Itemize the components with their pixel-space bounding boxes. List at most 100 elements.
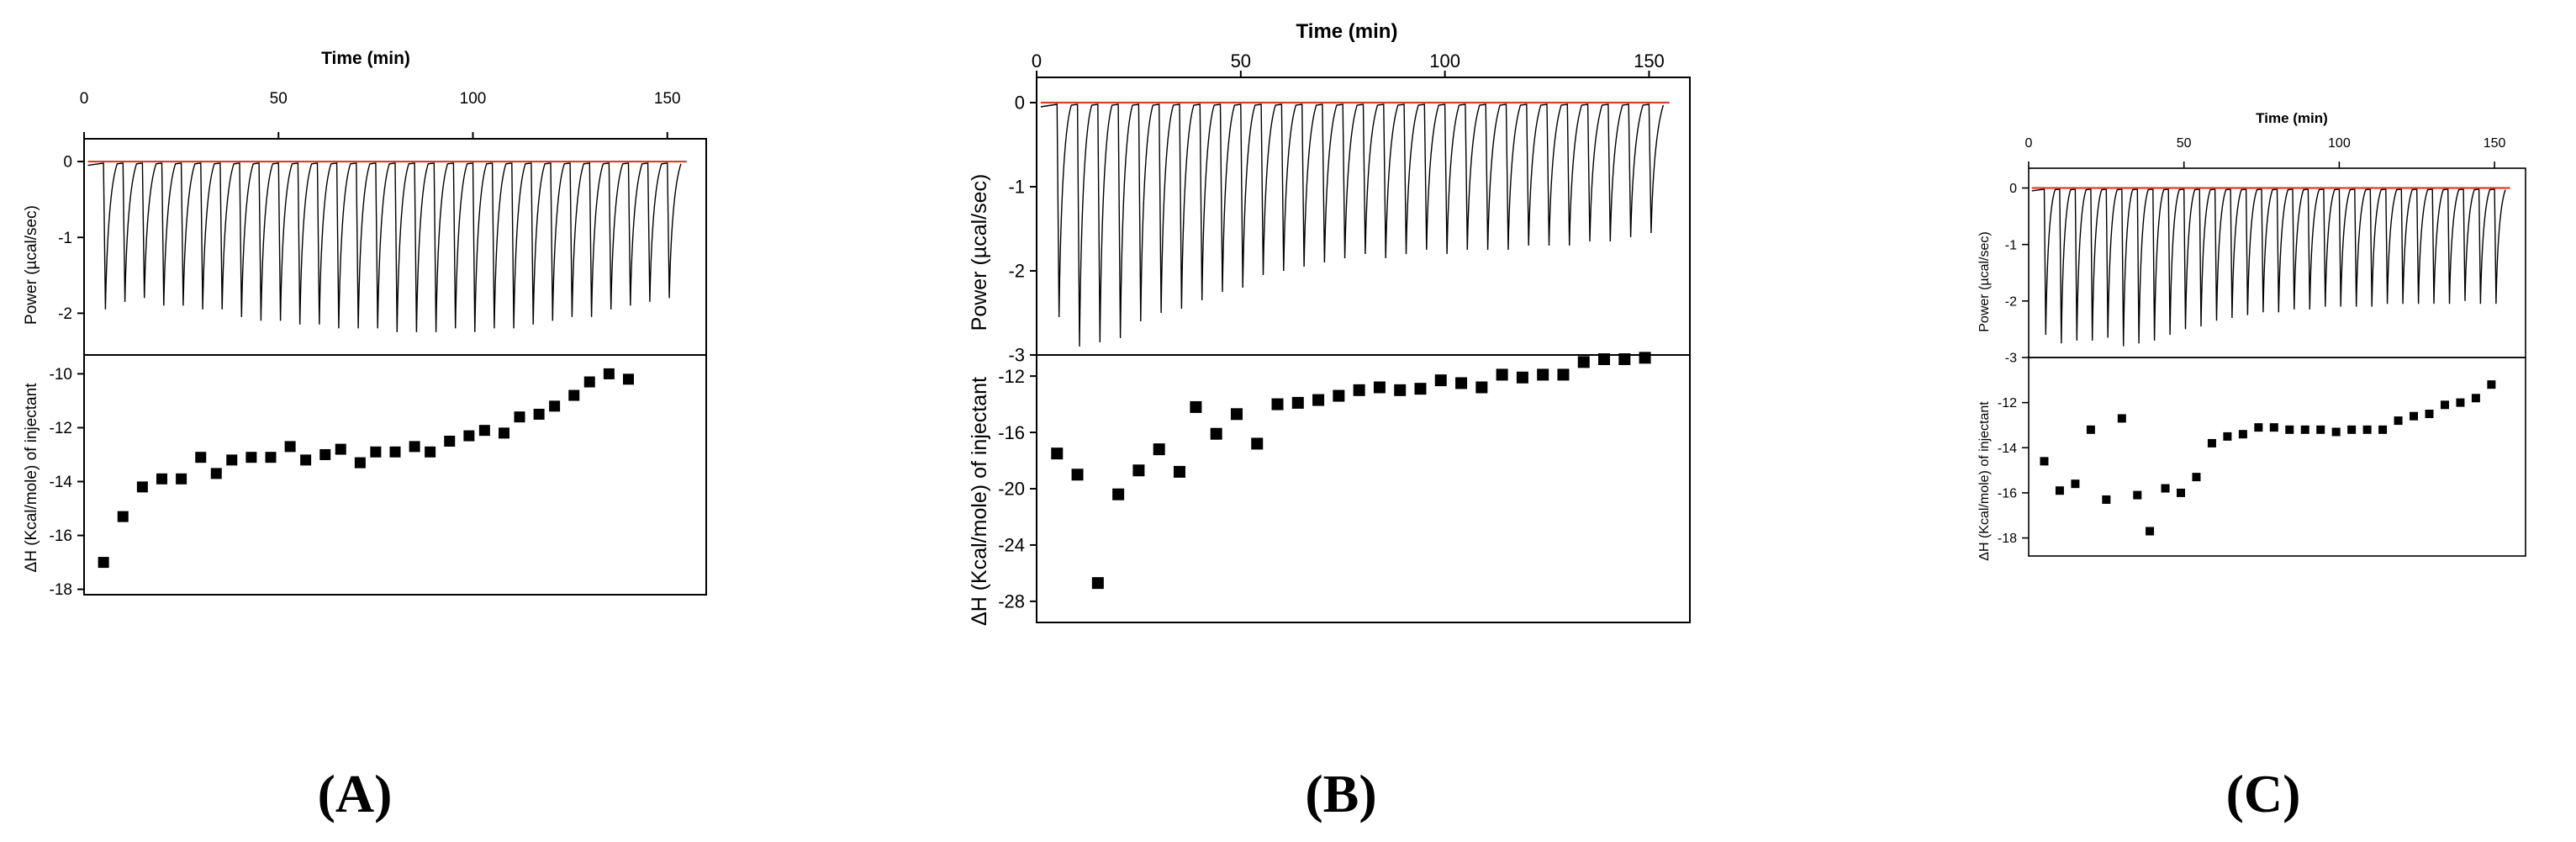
bottom-y-tick-label: -14 [50, 474, 73, 491]
enthalpy-point [409, 441, 420, 453]
x-tick-label: 150 [2484, 136, 2506, 151]
enthalpy-point [2440, 400, 2449, 410]
power-trace [1040, 103, 1665, 347]
enthalpy-point [1230, 408, 1243, 421]
x-tick-label: 0 [80, 90, 89, 108]
bottom-y-axis-label: ΔH (Kcal/mole) of injectant [968, 377, 991, 626]
enthalpy-point [463, 430, 475, 442]
x-tick-label: 100 [1429, 50, 1460, 71]
enthalpy-point [1537, 368, 1549, 381]
enthalpy-point [210, 468, 222, 479]
enthalpy-point [2254, 423, 2263, 432]
enthalpy-point [2487, 380, 2496, 389]
enthalpy-point [2040, 457, 2049, 466]
enthalpy-point [1112, 488, 1125, 500]
bottom-y-tick-label: -12 [50, 420, 72, 437]
enthalpy-point [2176, 488, 2185, 497]
enthalpy-point [425, 446, 436, 458]
enthalpy-point [2378, 425, 2388, 434]
enthalpy-point [2071, 479, 2080, 489]
bottom-y-tick-label: -20 [998, 479, 1025, 500]
enthalpy-point [2223, 432, 2232, 441]
top-y-tick-label: 0 [1015, 93, 1025, 114]
x-axis-title: Time (min) [1296, 20, 1398, 43]
enthalpy-point [499, 427, 509, 439]
enthalpy-point [1210, 427, 1222, 440]
enthalpy-point [2300, 425, 2309, 434]
x-tick-label: 50 [270, 90, 288, 108]
top-y-tick-label: -1 [1008, 177, 1025, 198]
panel-a: Time (min) Power (µcal/sec) ΔH (Kcal/mol… [23, 49, 707, 823]
enthalpy-point [2347, 425, 2357, 434]
top-y-axis-label: Power (µcal/sec) [968, 174, 991, 331]
enthalpy-point [444, 435, 456, 447]
enthalpy-point [2285, 425, 2294, 434]
enthalpy-point [284, 441, 296, 453]
enthalpy-point [1132, 464, 1145, 477]
enthalpy-point [319, 448, 331, 460]
top-y-tick-label: -1 [58, 230, 72, 247]
top-y-tick-label: 0 [2009, 182, 2017, 196]
enthalpy-point [623, 373, 634, 385]
enthalpy-point [2055, 486, 2064, 495]
enthalpy-point [1577, 356, 1590, 368]
enthalpy-point [583, 376, 595, 388]
panel-label: (C) [2226, 764, 2301, 823]
enthalpy-point [2331, 427, 2341, 437]
power-trace [2031, 188, 2506, 347]
enthalpy-point [117, 511, 129, 522]
enthalpy-point [549, 400, 561, 412]
bottom-y-tick-label: -12 [1998, 396, 2017, 410]
bottom-y-tick-label: -16 [998, 422, 1025, 443]
enthalpy-point [1051, 447, 1064, 460]
x-tick-label: 150 [1634, 50, 1665, 71]
bottom-y-tick-label: -14 [1998, 442, 2017, 456]
top-y-axis-label: Power (µcal/sec) [23, 205, 40, 325]
enthalpy-point [1251, 437, 1264, 450]
top-y-tick-label: -2 [58, 305, 72, 323]
enthalpy-point [226, 454, 238, 466]
enthalpy-point [603, 368, 615, 379]
enthalpy-point [1639, 352, 1651, 364]
top-y-tick-label: -2 [2005, 294, 2017, 309]
enthalpy-point [136, 481, 148, 493]
enthalpy-point [1091, 577, 1104, 590]
enthalpy-point [1414, 383, 1427, 395]
enthalpy-point [265, 452, 277, 463]
enthalpy-point [478, 425, 490, 437]
bottom-y-tick-label: -18 [50, 581, 72, 599]
x-tick-label: 100 [2328, 136, 2351, 151]
enthalpy-point [354, 457, 366, 469]
enthalpy-point [245, 452, 257, 463]
enthalpy-point [1373, 381, 1386, 394]
enthalpy-point [1190, 400, 1202, 413]
enthalpy-point [1434, 374, 1447, 387]
enthalpy-point [533, 408, 545, 420]
x-tick-label: 50 [1231, 50, 1251, 71]
enthalpy-point [1475, 381, 1488, 394]
enthalpy-point [1455, 377, 1468, 389]
enthalpy-point [514, 411, 525, 423]
enthalpy-point [2316, 425, 2325, 434]
enthalpy-point [568, 389, 580, 401]
enthalpy-point [2192, 473, 2201, 482]
enthalpy-point [176, 473, 187, 485]
enthalpy-point [1173, 465, 1185, 478]
bottom-y-tick-label: -16 [1998, 487, 2017, 501]
enthalpy-point [2102, 495, 2111, 504]
bottom-plot-frame [83, 354, 707, 596]
bottom-y-tick-label: -28 [998, 591, 1025, 612]
enthalpy-point [2269, 423, 2278, 432]
enthalpy-point [2394, 416, 2403, 426]
top-y-tick-label: 0 [63, 154, 72, 172]
enthalpy-point [1557, 368, 1570, 381]
enthalpy-point [1394, 384, 1407, 396]
enthalpy-point [2117, 414, 2126, 423]
enthalpy-point [2161, 484, 2170, 493]
enthalpy-point [2425, 410, 2434, 419]
enthalpy-point [1496, 368, 1508, 381]
enthalpy-point [2471, 394, 2480, 403]
enthalpy-point [2238, 430, 2247, 439]
x-tick-label: 0 [2025, 136, 2033, 151]
